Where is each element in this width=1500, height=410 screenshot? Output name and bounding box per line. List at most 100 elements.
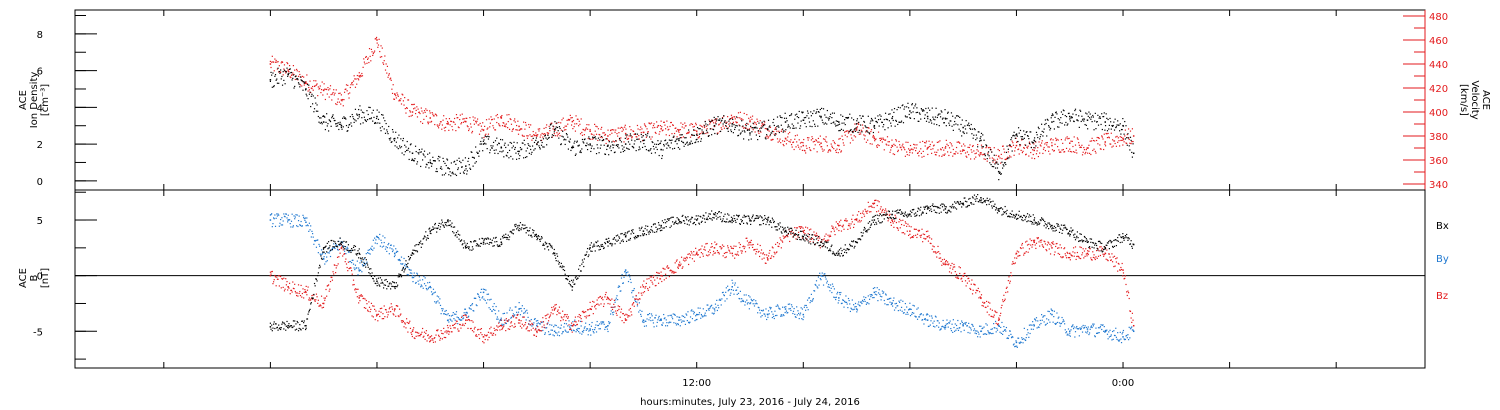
data-dot <box>965 321 967 324</box>
data-dot <box>1085 326 1087 329</box>
data-dot <box>714 132 716 135</box>
data-dot <box>553 131 555 133</box>
data-dot <box>390 137 392 139</box>
data-dot <box>925 120 928 122</box>
data-dot <box>504 124 506 126</box>
data-dot <box>757 306 759 308</box>
data-dot <box>1067 138 1069 140</box>
data-dot <box>550 122 552 124</box>
data-dot <box>434 301 436 303</box>
data-dot <box>1091 137 1093 139</box>
data-dot <box>659 142 662 144</box>
data-dot <box>820 146 822 148</box>
data-dot <box>967 331 969 334</box>
data-dot <box>570 149 572 152</box>
data-dot <box>322 306 325 308</box>
data-dot <box>590 147 593 149</box>
data-dot <box>751 127 754 129</box>
data-dot <box>375 36 378 39</box>
data-dot <box>448 129 450 131</box>
data-dot <box>1020 149 1022 152</box>
data-dot <box>1074 151 1076 153</box>
data-dot <box>419 112 421 115</box>
data-dot <box>1090 325 1093 327</box>
data-dot <box>388 125 390 128</box>
data-dot <box>840 114 842 116</box>
data-dot <box>454 319 456 321</box>
data-dot <box>799 125 802 127</box>
data-dot <box>1091 326 1093 329</box>
data-dot <box>434 341 436 343</box>
data-dot <box>515 317 517 319</box>
data-dot <box>406 318 408 320</box>
data-dot <box>341 100 343 102</box>
data-dot <box>657 140 659 142</box>
data-dot <box>977 143 979 146</box>
data-dot <box>337 98 339 100</box>
data-dot <box>777 125 779 127</box>
data-dot <box>1094 120 1096 122</box>
data-dot <box>1105 132 1107 135</box>
data-dot <box>476 152 479 155</box>
data-point <box>1068 115 1071 118</box>
data-dot <box>626 138 628 140</box>
data-dot <box>816 151 818 153</box>
data-dot <box>839 137 841 140</box>
data-dot <box>646 318 648 320</box>
data-dot <box>345 253 347 255</box>
data-dot <box>369 55 371 58</box>
data-dot <box>436 115 438 117</box>
data-dot <box>326 285 328 287</box>
data-dot <box>594 328 596 331</box>
data-dot <box>701 131 703 133</box>
data-dot <box>660 271 662 273</box>
data-dot <box>730 129 732 131</box>
data-dot <box>845 301 848 303</box>
data-dot <box>493 118 495 120</box>
data-dot <box>680 140 683 142</box>
data-dot <box>880 137 882 139</box>
data-point <box>695 313 698 316</box>
data-point <box>873 202 876 205</box>
data-dot <box>668 275 671 278</box>
data-dot <box>381 56 383 58</box>
data-dot <box>753 121 756 123</box>
data-dot <box>1116 338 1118 340</box>
data-dot <box>942 319 944 322</box>
data-dot <box>689 136 692 138</box>
data-dot <box>1058 322 1061 324</box>
data-dot <box>602 299 604 301</box>
data-dot <box>1022 342 1024 344</box>
data-dot <box>764 315 766 317</box>
data-dot <box>499 329 501 331</box>
data-dot <box>833 148 835 150</box>
data-dot <box>796 306 798 308</box>
data-dot <box>980 330 983 332</box>
data-dot <box>344 88 346 91</box>
data-dot <box>846 303 848 305</box>
data-dot <box>350 250 352 252</box>
data-dot <box>491 147 493 149</box>
data-dot <box>271 270 273 273</box>
data-dot <box>297 75 300 78</box>
data-point <box>305 291 307 294</box>
data-dot <box>469 328 472 330</box>
data-dot <box>324 297 326 299</box>
data-dot <box>1050 117 1052 119</box>
data-dot <box>519 307 521 310</box>
data-dot <box>603 323 605 325</box>
data-dot <box>424 111 426 114</box>
data-dot <box>445 164 447 167</box>
data-dot <box>335 103 337 105</box>
data-dot <box>329 85 332 87</box>
data-dot <box>646 278 648 280</box>
data-dot <box>1129 142 1131 144</box>
data-dot <box>980 132 983 135</box>
data-dot <box>476 118 479 120</box>
data-dot <box>1123 141 1125 143</box>
data-dot <box>312 95 314 97</box>
data-dot <box>783 306 786 308</box>
data-dot <box>668 145 670 147</box>
data-dot <box>293 288 295 290</box>
data-dot <box>539 136 541 138</box>
